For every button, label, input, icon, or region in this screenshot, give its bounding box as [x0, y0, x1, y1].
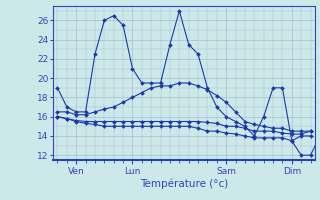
X-axis label: Température (°c): Température (°c)	[140, 179, 228, 189]
